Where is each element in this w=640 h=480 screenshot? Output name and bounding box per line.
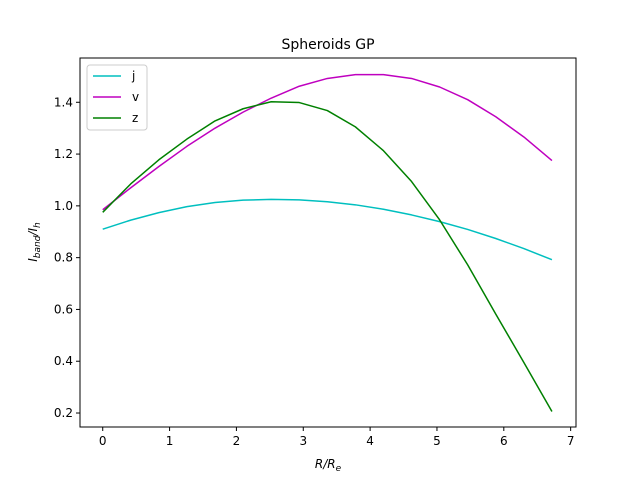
plot-lines [102,73,553,412]
y-tick-label: 0.4 [54,354,73,368]
x-axis-label: R/Re [315,457,342,474]
x-tick-label: 2 [233,434,241,448]
y-axis-label: Iband/Ih [26,222,43,262]
y-tick-label: 1.0 [54,199,73,213]
legend-label-v: v [132,90,139,104]
legend: jvz [86,64,148,131]
y-tick-label: 0.6 [54,302,73,316]
chart-title: Spheroids GP [281,37,374,53]
x-tick-label: 3 [299,434,307,448]
legend-label-z: z [132,111,138,125]
series-line-z [102,101,553,412]
series-line-v [102,73,553,211]
legend-label-j: j [131,69,135,83]
y-tick-label: 1.4 [54,95,73,109]
y-tick-label: 1.2 [54,147,73,161]
x-tick-label: 5 [433,434,441,448]
x-tick-label: 4 [366,434,374,448]
x-tick-label: 0 [99,434,107,448]
plot-frame [79,57,577,428]
y-axis-ticks: 0.2 0.4 0.6 0.8 1.0 1.2 1.4 [54,95,80,420]
y-tick-label: 0.8 [54,251,73,265]
y-tick-label: 0.2 [54,406,73,420]
x-tick-label: 1 [166,434,174,448]
x-axis-ticks: 0 1 2 3 4 5 6 7 [99,427,575,448]
x-tick-label: 7 [567,434,575,448]
x-tick-label: 6 [500,434,508,448]
series-line-j [102,198,553,261]
